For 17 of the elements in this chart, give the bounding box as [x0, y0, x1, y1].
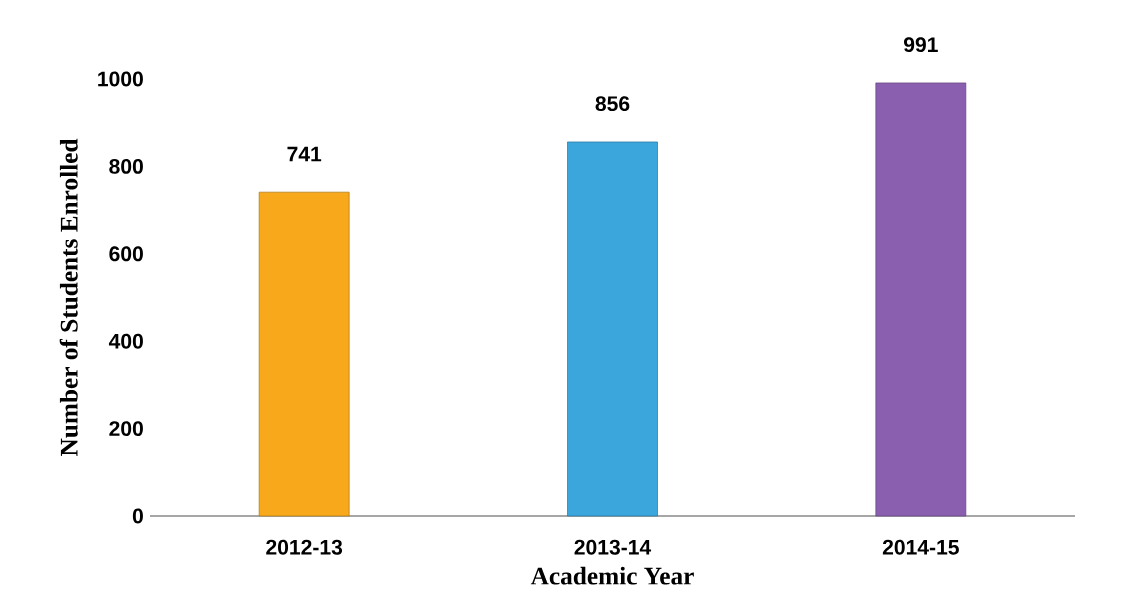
y-axis-title: Number of Students Enrolled — [59, 138, 78, 457]
y-tick-label: 200 — [109, 421, 143, 437]
data-label: 856 — [595, 96, 630, 112]
bar — [875, 82, 967, 517]
x-tick-label: 2014-15 — [882, 539, 959, 555]
data-label: 991 — [903, 37, 938, 53]
y-tick-label: 1000 — [98, 71, 143, 87]
x-tick-label: 2013-14 — [574, 539, 652, 555]
bar — [258, 191, 350, 517]
bar — [567, 141, 658, 517]
x-tick-label: 2012-13 — [266, 539, 343, 555]
y-tick-label: 400 — [108, 333, 143, 349]
y-tick-label: 0 — [132, 508, 143, 524]
y-tick-label: 600 — [109, 246, 143, 262]
x-axis-title: Academic Year — [530, 566, 694, 585]
y-tick-label: 800 — [109, 158, 143, 174]
data-label: 741 — [287, 146, 322, 162]
